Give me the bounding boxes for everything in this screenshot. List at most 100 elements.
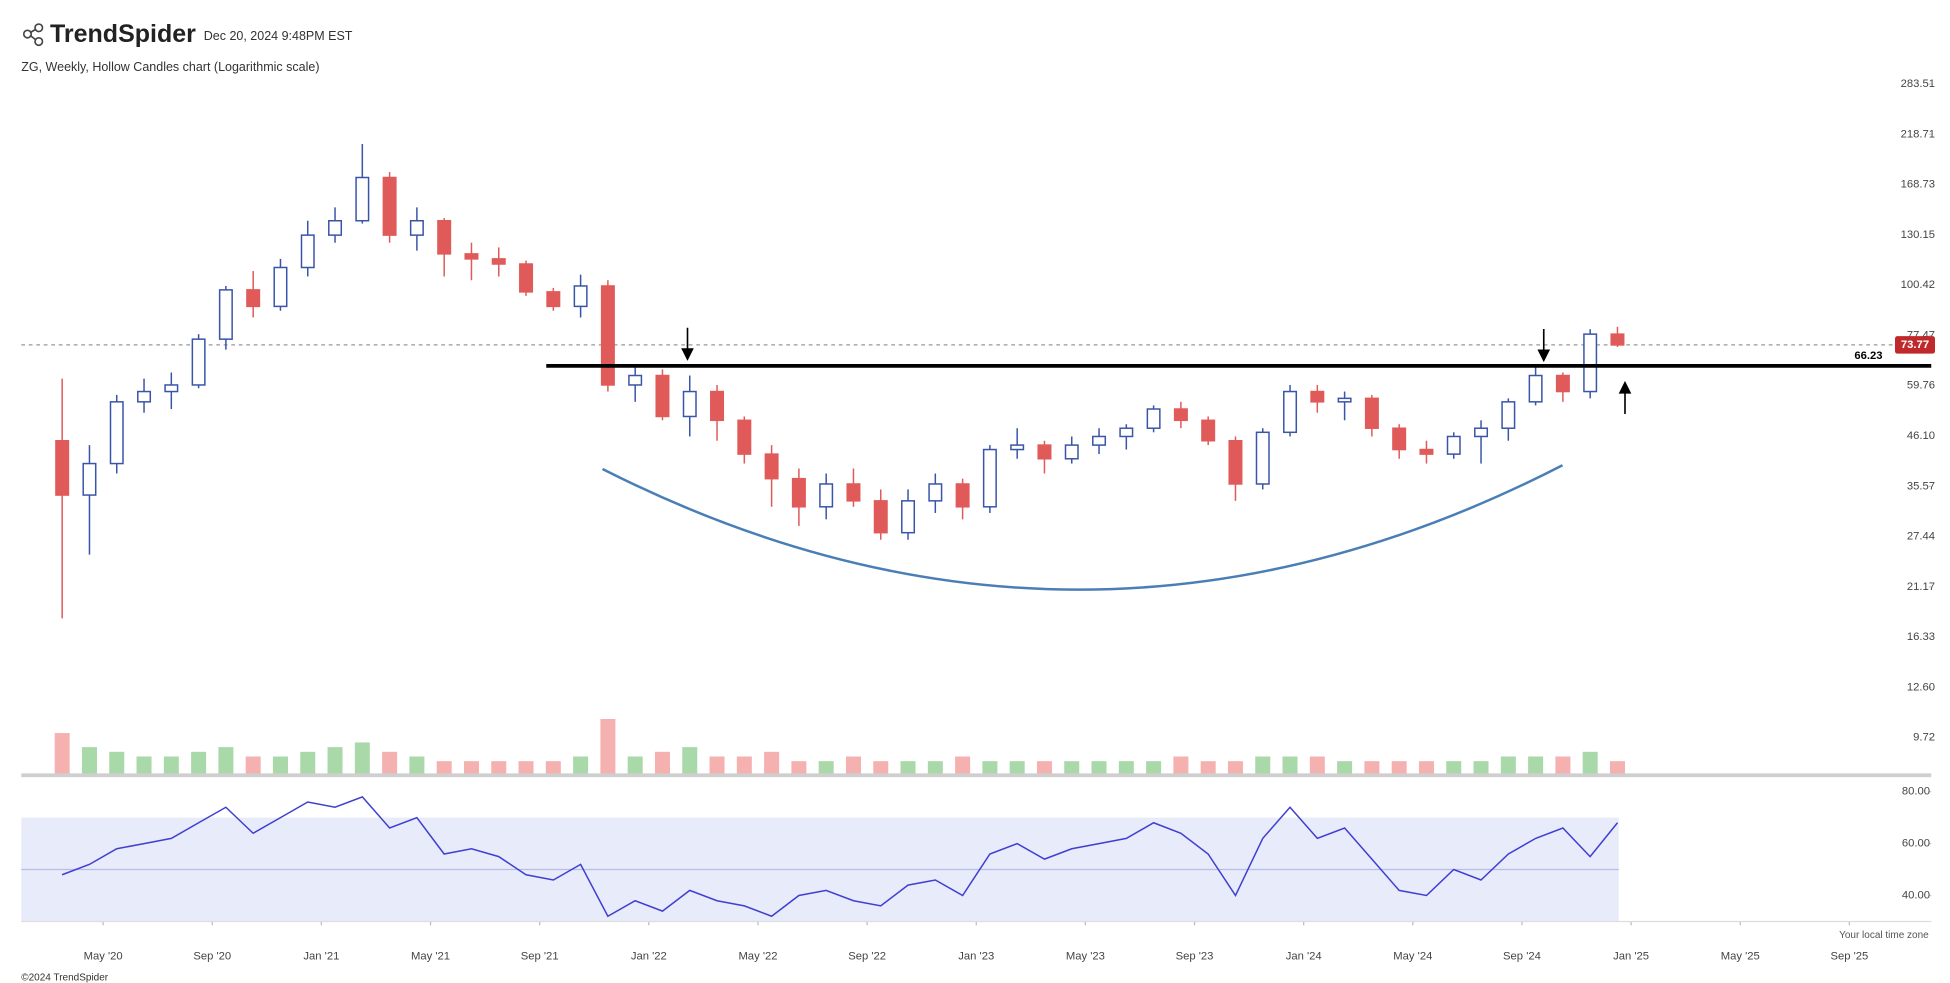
volume-bar	[1036, 761, 1052, 776]
y-tick-label: 59.76	[1907, 380, 1935, 392]
volume-bar	[1528, 756, 1544, 776]
candle-body	[928, 483, 943, 502]
candle-body	[409, 220, 424, 236]
y-tick-label: 9.72	[1913, 732, 1935, 744]
x-tick-label: Jan '21	[303, 950, 339, 962]
candle-body	[437, 220, 452, 255]
timestamp: Dec 20, 2024 9:48PM EST	[204, 29, 353, 43]
volume-bar	[1582, 751, 1598, 776]
candle-body	[791, 477, 806, 508]
candle-body	[191, 338, 206, 386]
candle-body	[246, 289, 261, 308]
candle-body	[901, 500, 916, 534]
x-tick-label: May '20	[84, 950, 123, 962]
volume-bar	[545, 761, 561, 776]
y-tick-label: 35.57	[1907, 480, 1935, 492]
rsi-tick-label: 80.00	[1902, 786, 1930, 798]
last-price-label: 73.77	[1901, 339, 1929, 351]
volume-bar	[654, 751, 670, 776]
candle-body	[1119, 427, 1134, 438]
volume-bar	[218, 747, 234, 776]
volume-bar	[382, 751, 398, 776]
volume-bar	[81, 747, 97, 776]
volume-bar	[573, 756, 589, 776]
candle-body	[1583, 333, 1598, 393]
candle-body	[1501, 401, 1516, 429]
volume-bar	[245, 756, 261, 776]
candle-body	[1255, 431, 1270, 485]
candle-body	[655, 374, 670, 418]
candle-body	[710, 390, 725, 422]
candle-body	[982, 448, 997, 508]
volume-bar	[1173, 756, 1189, 776]
candle-body	[1610, 333, 1625, 346]
volume-bar	[982, 761, 998, 776]
candle-body	[1228, 439, 1243, 485]
candle-body	[1528, 374, 1543, 403]
volume-bar	[1118, 761, 1134, 776]
x-tick-label: May '22	[738, 950, 777, 962]
last-price-box	[1895, 336, 1935, 354]
y-tick-label: 12.60	[1907, 681, 1935, 693]
volume-bar	[900, 761, 916, 776]
volume-bar	[709, 756, 725, 776]
volume-bar	[1391, 761, 1407, 776]
volume-bar	[1091, 761, 1107, 776]
x-tick-label: Sep '25	[1830, 950, 1868, 962]
candle-body	[273, 266, 288, 308]
volume-bar	[1009, 761, 1025, 776]
x-tick-label: Sep '22	[848, 950, 886, 962]
candle-body	[1392, 427, 1407, 451]
candle-body	[82, 462, 97, 496]
volume-bar	[436, 761, 452, 776]
volume-bar	[1473, 761, 1489, 776]
y-tick-label: 130.15	[1901, 229, 1935, 241]
cup-curve	[601, 464, 1564, 591]
background-layer: 283.51218.71168.73130.15100.4277.4759.76…	[21, 78, 1935, 962]
candle-body	[109, 401, 124, 465]
timezone-note: Your local time zone	[1839, 930, 1929, 941]
volume-bar	[163, 756, 179, 776]
volume-bar	[600, 719, 616, 776]
volume-bar	[627, 756, 643, 776]
rsi-line	[61, 795, 1619, 918]
volume-bar	[272, 756, 288, 776]
candle-body	[1337, 397, 1352, 403]
arrows	[681, 327, 1632, 414]
volume-bar	[1255, 756, 1271, 776]
candle-body	[1146, 408, 1161, 429]
volume-bar	[354, 742, 370, 776]
candle-body	[1419, 448, 1434, 455]
copyright: ©2024 TrendSpider	[21, 972, 109, 983]
y-tick-label: 168.73	[1901, 179, 1935, 191]
x-tick-label: May '21	[411, 950, 450, 962]
x-tick-label: Jan '25	[1613, 950, 1649, 962]
candle-body	[737, 419, 752, 455]
candle-body	[1201, 419, 1216, 442]
candle-body	[1310, 390, 1325, 403]
candle-body	[328, 220, 343, 236]
y-tick-label: 218.71	[1901, 128, 1935, 140]
candle-body	[1037, 444, 1052, 460]
volume-bar	[791, 761, 807, 776]
volume-bar	[409, 756, 425, 776]
x-tick-label: Jan '22	[631, 950, 667, 962]
volume-bar	[54, 733, 70, 776]
x-tick-label: Sep '24	[1503, 950, 1541, 962]
rsi-tick-label: 40.00	[1902, 889, 1930, 901]
candle-body	[846, 483, 861, 502]
x-tick-label: May '24	[1393, 950, 1432, 962]
volume-bar	[1364, 761, 1380, 776]
candle-body	[1283, 390, 1298, 434]
candle-body	[355, 176, 370, 222]
volume-bar	[518, 761, 534, 776]
volume-bar	[1146, 761, 1162, 776]
volume-bar	[1500, 756, 1516, 776]
candle-body	[382, 176, 397, 236]
candle-body	[546, 291, 561, 308]
candle-body	[628, 374, 643, 386]
y-tick-label: 16.33	[1907, 631, 1935, 643]
candle-body	[873, 500, 888, 534]
